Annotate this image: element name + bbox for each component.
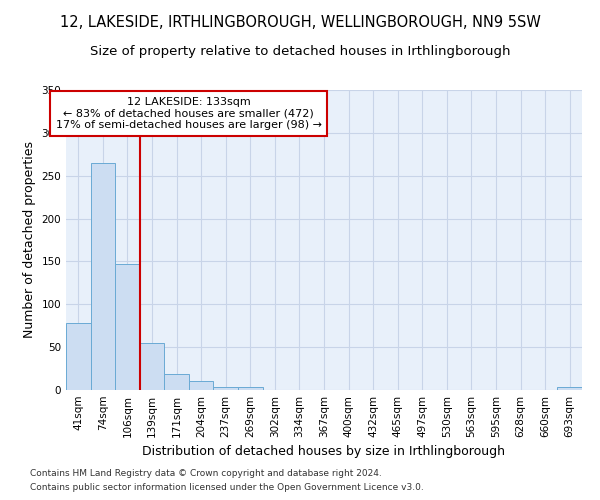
Bar [115,264,140,390]
Bar [140,343,164,390]
Text: Contains HM Land Registry data © Crown copyright and database right 2024.: Contains HM Land Registry data © Crown c… [30,468,382,477]
Text: 12, LAKESIDE, IRTHLINGBOROUGH, WELLINGBOROUGH, NN9 5SW: 12, LAKESIDE, IRTHLINGBOROUGH, WELLINGBO… [59,15,541,30]
Bar [164,374,189,390]
Text: Size of property relative to detached houses in Irthlingborough: Size of property relative to detached ho… [90,45,510,58]
Bar [189,382,214,390]
Text: 12 LAKESIDE: 133sqm
← 83% of detached houses are smaller (472)
17% of semi-detac: 12 LAKESIDE: 133sqm ← 83% of detached ho… [56,97,322,130]
Y-axis label: Number of detached properties: Number of detached properties [23,142,36,338]
X-axis label: Distribution of detached houses by size in Irthlingborough: Distribution of detached houses by size … [143,446,505,458]
Bar [557,386,582,390]
Text: Contains public sector information licensed under the Open Government Licence v3: Contains public sector information licen… [30,484,424,492]
Bar [66,323,91,390]
Bar [91,163,115,390]
Bar [238,386,263,390]
Bar [214,386,238,390]
